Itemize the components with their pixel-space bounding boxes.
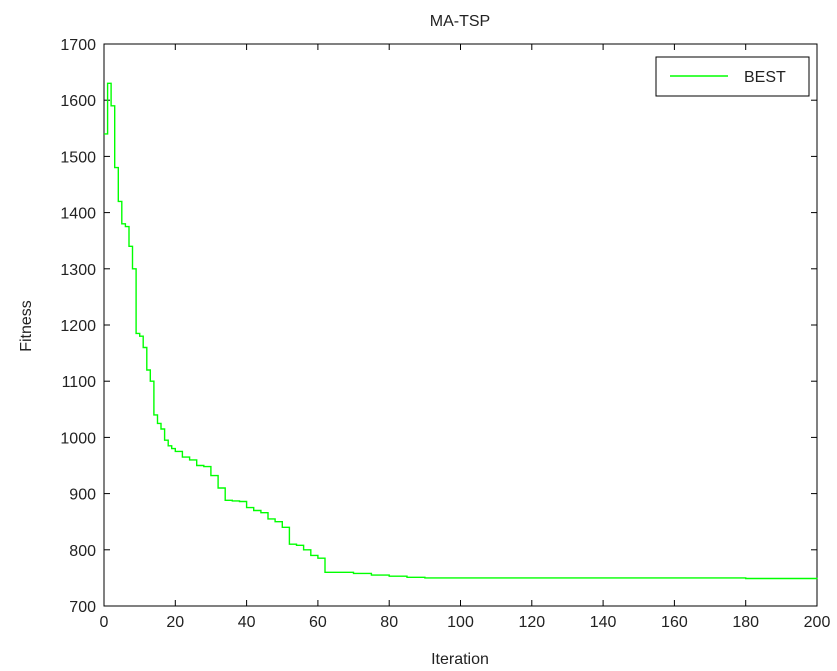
y-tick-label: 1100 xyxy=(62,374,97,391)
x-tick-label: 180 xyxy=(732,614,759,631)
x-tick-label: 60 xyxy=(309,614,327,631)
series-line-best xyxy=(104,82,818,580)
x-tick-label: 140 xyxy=(590,614,617,631)
y-axis-label: Fitness xyxy=(18,300,35,352)
x-tick-label: 40 xyxy=(238,614,256,631)
series-layer xyxy=(104,82,818,580)
x-tick-label: 200 xyxy=(804,614,831,631)
x-axis: 0 20 40 60 80 100 120 140 160 180 200 xyxy=(100,44,831,631)
y-tick-label: 1600 xyxy=(60,93,96,110)
x-tick-label: 100 xyxy=(447,614,474,631)
y-tick-label: 800 xyxy=(69,543,96,560)
x-tick-label: 120 xyxy=(518,614,545,631)
x-axis-label: Iteration xyxy=(431,651,489,668)
x-tick-label: 20 xyxy=(166,614,184,631)
x-tick-label: 0 xyxy=(100,614,109,631)
y-tick-label: 1000 xyxy=(60,430,96,447)
plot-area xyxy=(103,43,818,607)
x-tick-label: 80 xyxy=(380,614,398,631)
y-tick-label: 1500 xyxy=(60,149,96,166)
y-axis: 700 800 900 1000 1100 1200 1300 1400 1500 1600 170… xyxy=(60,37,817,616)
legend: BEST xyxy=(655,56,810,97)
x-tick-label: 160 xyxy=(661,614,688,631)
y-tick-label: 700 xyxy=(69,599,96,616)
y-tick-label: 900 xyxy=(69,487,96,504)
y-tick-label: 1400 xyxy=(60,206,96,223)
y-tick-label: 1700 xyxy=(60,37,96,54)
y-tick-label: 1300 xyxy=(60,262,96,279)
y-tick-label: 1200 xyxy=(60,318,96,335)
legend-label-best: BEST xyxy=(744,69,786,86)
chart-title: MA-TSP xyxy=(430,13,490,30)
plot-frame xyxy=(103,43,818,607)
